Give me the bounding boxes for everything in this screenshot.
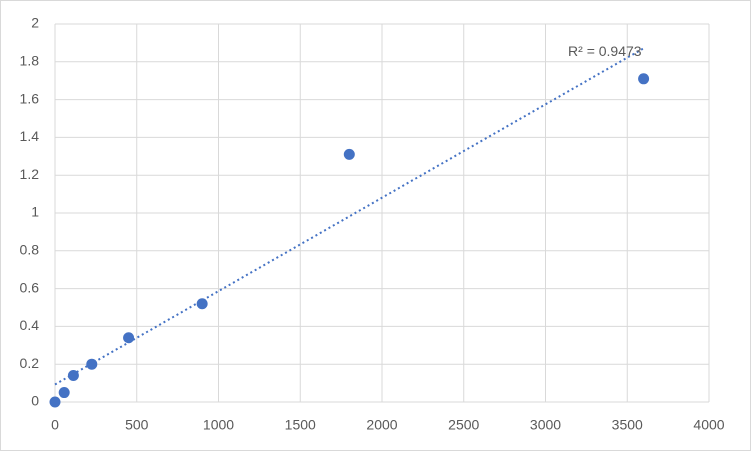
y-tick-label: 0.4: [20, 317, 40, 333]
x-tick-label: 1500: [285, 417, 316, 433]
x-tick-label: 2000: [366, 417, 397, 433]
y-tick-label: 1.4: [20, 128, 40, 144]
y-tick-label: 1: [31, 204, 39, 220]
point: [86, 358, 98, 370]
y-tick-label: 0: [31, 393, 39, 409]
point: [123, 332, 135, 344]
y-tick-label: 0.6: [20, 279, 40, 295]
point: [196, 298, 208, 310]
point: [67, 370, 79, 382]
x-tick-label: 0: [51, 417, 59, 433]
point: [343, 148, 355, 160]
y-tick-label: 0.8: [20, 242, 40, 258]
x-tick-label: 3000: [530, 417, 561, 433]
x-tick-label: 2500: [448, 417, 479, 433]
x-tick-label: 3500: [612, 417, 643, 433]
y-tick-label: 1.2: [20, 166, 40, 182]
point: [638, 73, 650, 85]
annotation: R² = 0.9473: [568, 43, 642, 59]
y-tick-label: 2: [31, 15, 39, 31]
y-tick-label: 1.6: [20, 90, 40, 106]
y-tick-label: 1.8: [20, 53, 40, 69]
x-tick-label: 4000: [693, 417, 724, 433]
x-tick-label: 500: [125, 417, 149, 433]
x-tick-label: 1000: [203, 417, 234, 433]
y-tick-label: 0.2: [20, 355, 40, 371]
point: [49, 396, 61, 408]
point: [58, 387, 70, 399]
